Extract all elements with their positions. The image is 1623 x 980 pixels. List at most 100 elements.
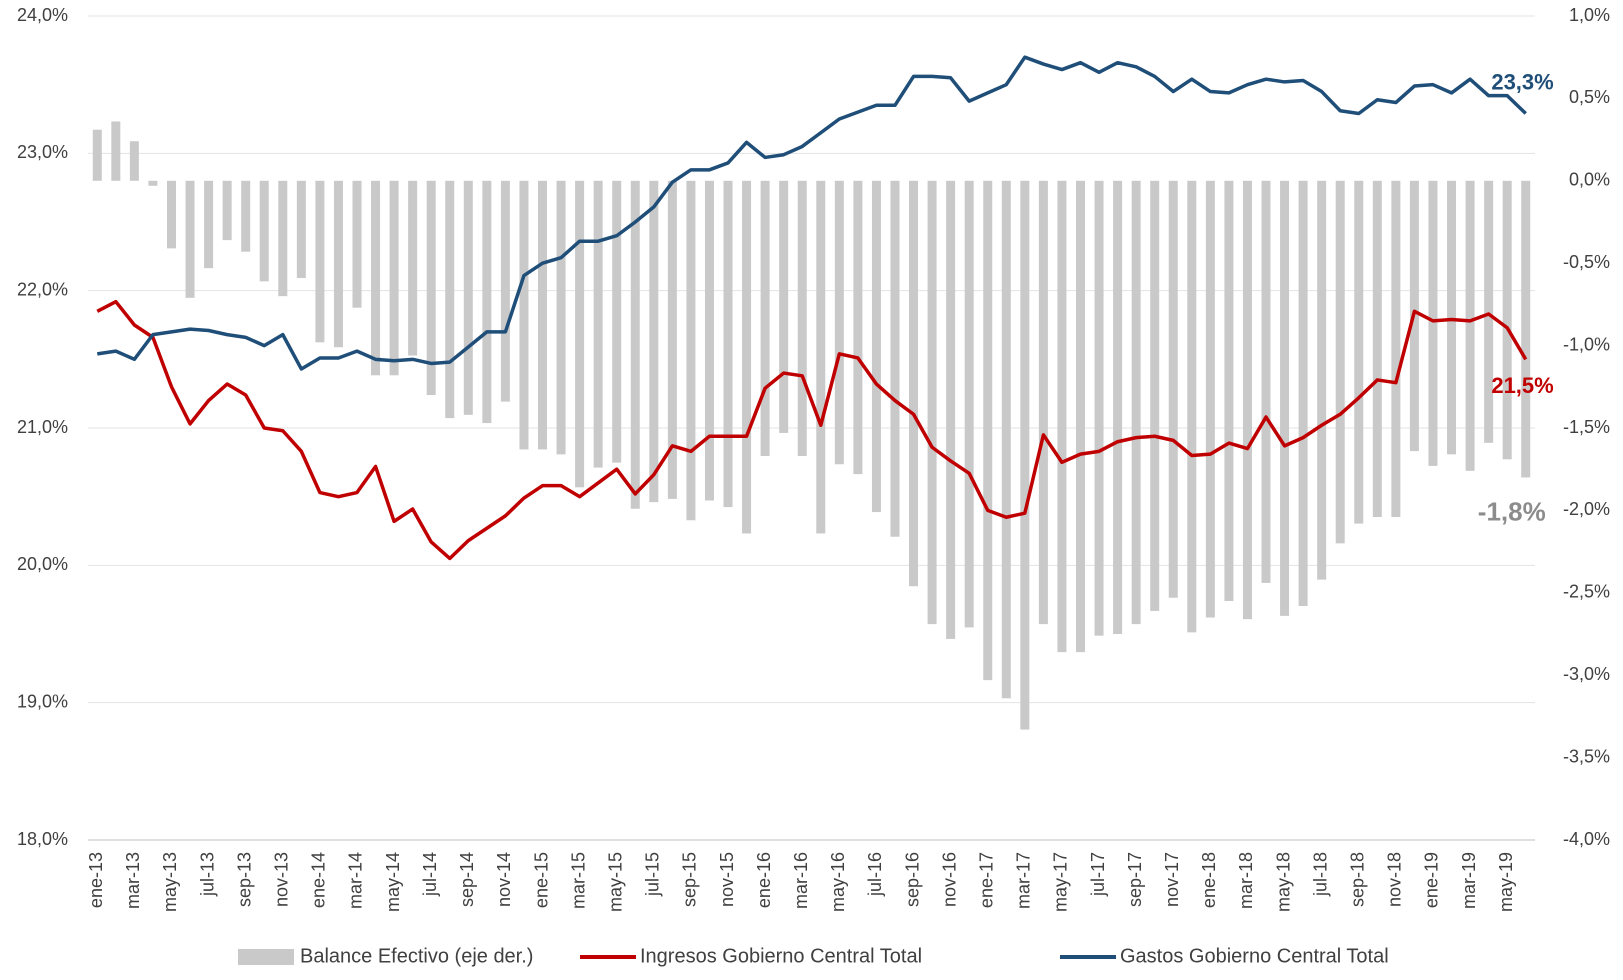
bar xyxy=(185,180,195,298)
x-tick-label: jul-15 xyxy=(643,852,663,897)
bar xyxy=(1150,180,1160,611)
y2-tick-label: -3,0% xyxy=(1563,664,1610,684)
bar xyxy=(538,180,548,450)
bar xyxy=(278,180,288,297)
legend-item: Gastos Gobierno Central Total xyxy=(1060,945,1389,967)
bar xyxy=(1317,180,1327,580)
x-tick-label: nov-18 xyxy=(1385,852,1405,907)
bar xyxy=(630,180,640,509)
bar xyxy=(166,180,176,249)
x-tick-label: may-13 xyxy=(160,852,180,912)
line xyxy=(96,299,1528,561)
bar xyxy=(797,180,807,457)
x-tick-label: may-14 xyxy=(383,852,403,912)
bar xyxy=(463,180,473,415)
x-tick-label: jul-14 xyxy=(420,852,440,897)
bar xyxy=(1075,180,1085,653)
x-tick-label: sep-16 xyxy=(902,852,922,907)
x-tick-label: ene-17 xyxy=(976,852,996,908)
bar xyxy=(1521,180,1531,478)
bar xyxy=(964,180,974,628)
y2-tick-label: 0,5% xyxy=(1569,87,1610,107)
x-tick-label: may-18 xyxy=(1273,852,1293,912)
bar xyxy=(1131,180,1141,625)
x-tick-label: jul-17 xyxy=(1088,852,1108,897)
bar xyxy=(1057,180,1067,653)
bar xyxy=(816,180,826,534)
bar xyxy=(667,180,677,499)
x-tick-label: nov-15 xyxy=(717,852,737,907)
bar xyxy=(742,180,752,534)
bar xyxy=(222,180,232,241)
x-tick-label: mar-15 xyxy=(568,852,588,909)
data-label: 23,3% xyxy=(1491,69,1553,94)
legend-label: Ingresos Gobierno Central Total xyxy=(640,945,922,967)
bar xyxy=(315,180,325,343)
x-tick-label: nov-17 xyxy=(1162,852,1182,907)
x-tick-label: sep-18 xyxy=(1348,852,1368,907)
bar xyxy=(686,180,696,521)
bar xyxy=(1447,180,1457,455)
bar xyxy=(352,180,362,308)
bar xyxy=(426,180,436,396)
bar xyxy=(853,180,863,475)
bar xyxy=(779,180,789,433)
x-tick-label: may-17 xyxy=(1051,852,1071,912)
bar xyxy=(1224,180,1234,602)
data-label: 21,5% xyxy=(1491,373,1553,398)
bar xyxy=(1280,180,1290,616)
x-tick-label: sep-15 xyxy=(680,852,700,907)
y-tick-label: 23,0% xyxy=(17,142,68,162)
bar xyxy=(259,180,269,282)
x-tick-label: ene-14 xyxy=(309,852,329,908)
x-tick-label: may-16 xyxy=(828,852,848,912)
bar xyxy=(408,180,418,356)
y2-tick-label: -0,5% xyxy=(1563,252,1610,272)
x-tick-label: nov-13 xyxy=(272,852,292,907)
bar xyxy=(1298,180,1308,606)
bar xyxy=(1020,180,1030,730)
line xyxy=(97,55,1527,371)
bar xyxy=(723,180,733,508)
bar xyxy=(519,180,529,450)
x-tick-label: ene-13 xyxy=(86,852,106,908)
bar xyxy=(890,180,900,537)
x-tick-label: sep-14 xyxy=(457,852,477,907)
bar xyxy=(1094,180,1104,636)
x-tick-label: sep-13 xyxy=(234,852,254,907)
bar xyxy=(927,180,937,625)
bar xyxy=(111,121,121,181)
bar xyxy=(500,180,510,402)
bar xyxy=(204,180,214,269)
bar xyxy=(241,180,251,252)
bar xyxy=(1372,180,1382,517)
bar xyxy=(575,180,585,488)
x-tick-label: sep-17 xyxy=(1125,852,1145,907)
x-tick-label: ene-16 xyxy=(754,852,774,908)
y2-tick-label: -4,0% xyxy=(1563,829,1610,849)
legend-swatch xyxy=(238,949,294,965)
bar xyxy=(1484,180,1494,443)
bar xyxy=(371,180,381,376)
bar xyxy=(1428,180,1438,466)
bar xyxy=(445,180,455,419)
x-tick-label: may-15 xyxy=(605,852,625,912)
legend-item: Ingresos Gobierno Central Total xyxy=(580,945,922,967)
y2-tick-label: -1,0% xyxy=(1563,334,1610,354)
bar xyxy=(1391,180,1401,517)
y-tick-label: 22,0% xyxy=(17,279,68,299)
y-tick-label: 21,0% xyxy=(17,417,68,437)
bar xyxy=(556,180,566,455)
legend-item: Balance Efectivo (eje der.) xyxy=(238,945,533,967)
bar xyxy=(129,141,139,181)
x-tick-label: mar-14 xyxy=(346,852,366,909)
bar xyxy=(92,129,102,181)
bar xyxy=(482,180,492,424)
bar xyxy=(1502,180,1512,460)
bar xyxy=(148,180,158,186)
x-tick-label: mar-16 xyxy=(791,852,811,909)
y-tick-label: 24,0% xyxy=(17,5,68,25)
bar xyxy=(909,180,919,587)
y-tick-label: 20,0% xyxy=(17,554,68,574)
